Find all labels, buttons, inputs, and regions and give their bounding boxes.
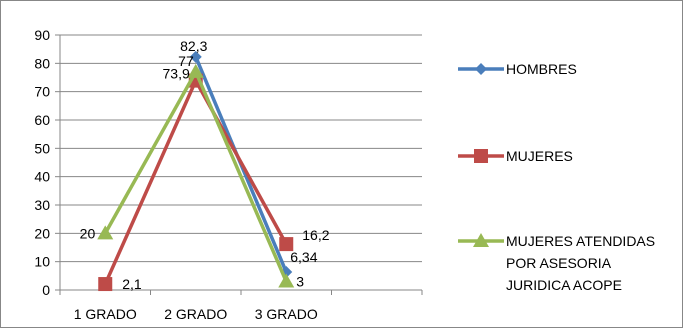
axes	[55, 34, 423, 295]
series-1-point-2	[279, 237, 294, 252]
legend-label-2-0: MUJERES ATENDIDAS	[506, 233, 655, 249]
series-1-point-0	[98, 277, 113, 292]
series-2-point-1	[187, 63, 204, 78]
x-tick-label-2: 3 GRADO	[255, 306, 318, 322]
y-tick-label-40: 40	[34, 169, 50, 185]
y-tick-label-90: 90	[34, 27, 50, 43]
x-tick-label-0: 1 GRADO	[74, 306, 137, 322]
data-label-0-1: 82,3	[180, 38, 207, 54]
line-chart: 0 10 20 30 40 50 60 70 80 90 1 GRADO 2 GRADO 3 GRAD…	[34, 27, 655, 322]
y-tick-label-50: 50	[34, 140, 50, 156]
y-tick-label-80: 80	[34, 55, 50, 71]
legend: HOMBRES MUJERES MUJERES ATENDIDAS POR ASESO…	[458, 61, 655, 293]
x-tick-label-1: 2 GRADO	[164, 306, 227, 322]
data-label-2-0: 20	[80, 225, 96, 241]
y-tick-label-10: 10	[34, 254, 50, 270]
x-tick-labels: 1 GRADO 2 GRADO 3 GRADO	[74, 306, 318, 322]
y-tick-label-30: 30	[34, 197, 50, 213]
gridlines	[60, 34, 422, 263]
data-label-1-1: 73,9	[163, 66, 190, 82]
data-label-2-2: 3	[296, 274, 304, 290]
legend-label-0-0: HOMBRES	[506, 61, 577, 77]
y-tick-label-70: 70	[34, 84, 50, 100]
legend-label-2-2: JURIDICA ACOPE	[506, 277, 622, 293]
data-label-0-2: 6,34	[290, 249, 317, 265]
y-tick-label-0: 0	[42, 282, 50, 298]
series-2-point-0	[97, 225, 114, 240]
legend-marker-2	[473, 233, 489, 247]
y-tick-label-60: 60	[34, 112, 50, 128]
series-0-point-1	[189, 50, 202, 63]
legend-marker-1	[474, 149, 488, 163]
legend-label-2-1: POR ASESORIA	[506, 255, 612, 271]
data-label-1-0: 2,1	[122, 276, 142, 292]
series-2-point-2	[278, 273, 295, 288]
data-labels: 82,3 6,34 2,1 73,9 16,2 20 77 3	[80, 38, 330, 292]
data-label-2-1: 77	[178, 53, 194, 69]
data-label-1-2: 16,2	[302, 227, 329, 243]
series-layer	[97, 50, 295, 292]
y-tick-label-20: 20	[34, 225, 50, 241]
legend-marker-0	[475, 63, 487, 75]
legend-label-1-0: MUJERES	[506, 148, 573, 164]
y-tick-labels: 0 10 20 30 40 50 60 70 80 90	[34, 27, 50, 298]
